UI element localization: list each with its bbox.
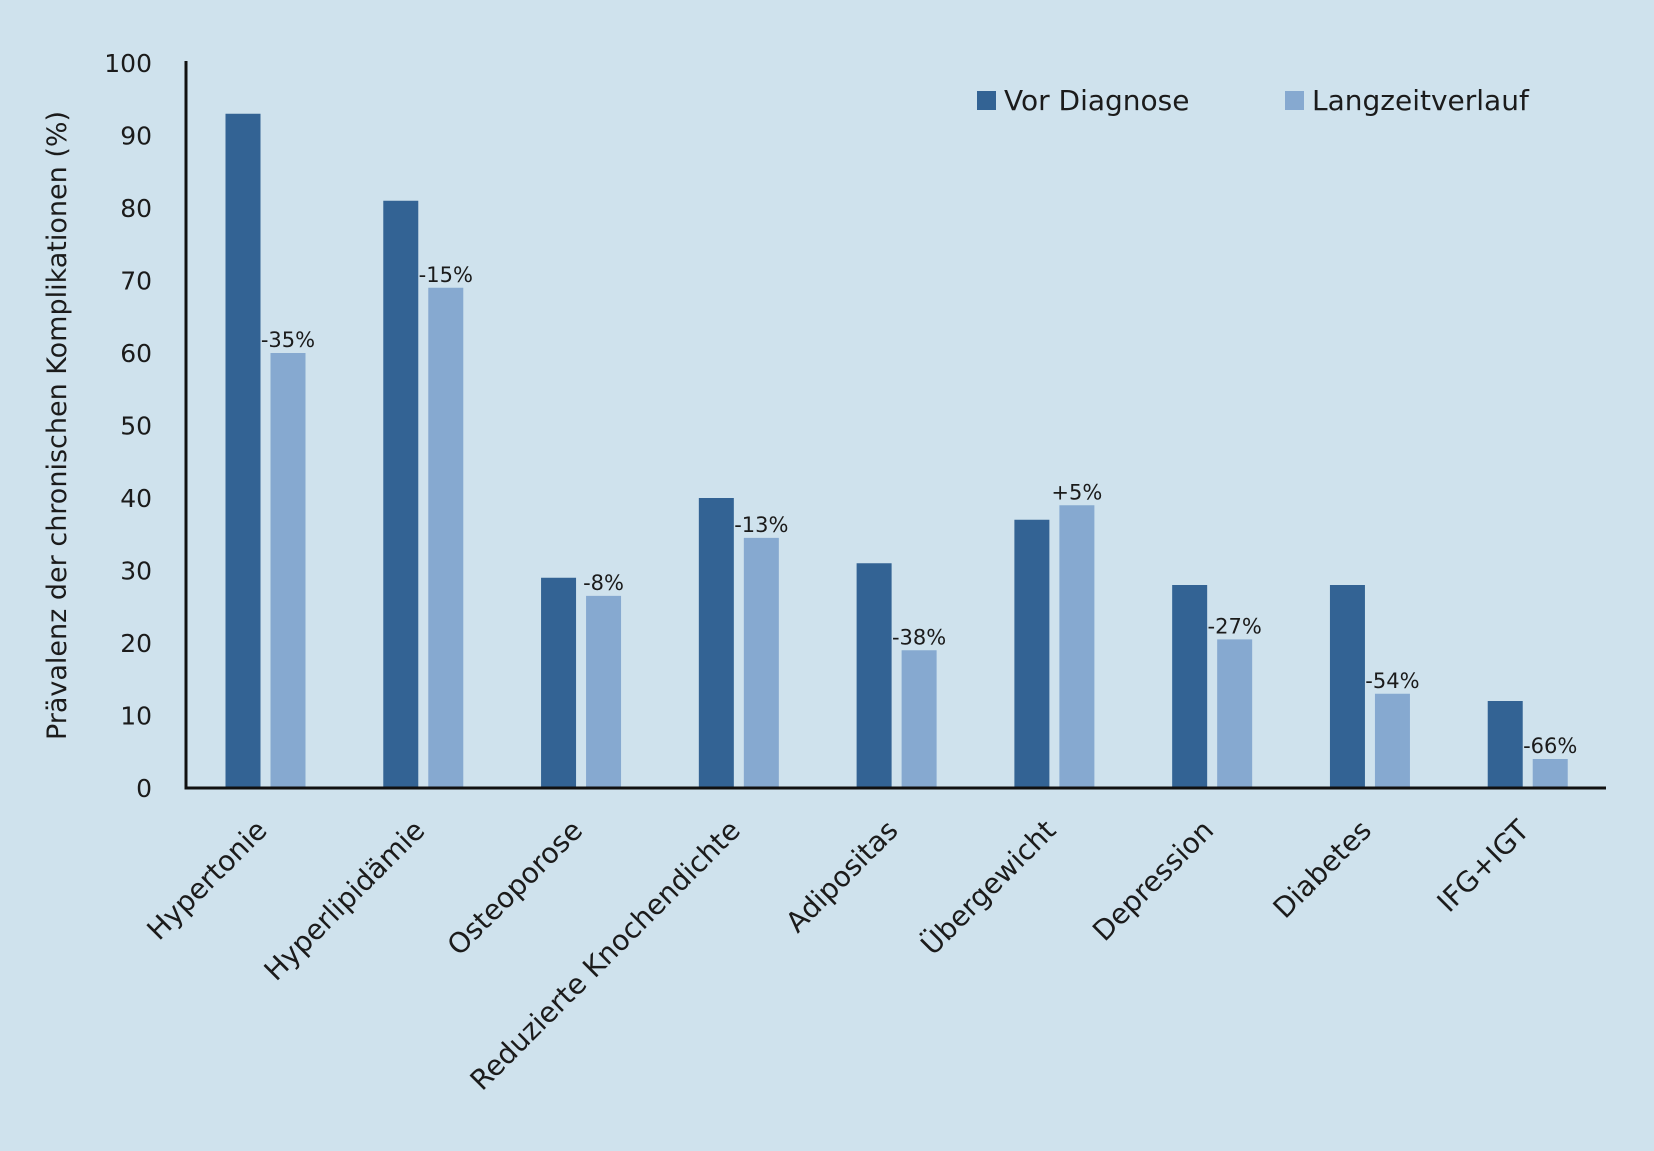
- bar-langzeitverlauf: [1374, 693, 1410, 788]
- bar-langzeitverlauf: [586, 595, 622, 788]
- bar-vor-diagnose: [1014, 519, 1050, 788]
- x-tick-label: Adipositas: [779, 814, 904, 939]
- y-tick-label: 20: [120, 629, 152, 658]
- y-tick-label: 80: [120, 194, 152, 223]
- bar-langzeitverlauf: [428, 287, 464, 788]
- x-tick-label: Hyperlipidämie: [258, 814, 432, 988]
- bar-langzeitverlauf: [270, 353, 306, 788]
- data-label: -13%: [734, 513, 788, 537]
- bar-langzeitverlauf: [1217, 639, 1253, 788]
- bar-vor-diagnose: [1329, 585, 1365, 788]
- legend-label: Langzeitverlauf: [1312, 84, 1530, 117]
- x-tick-label: IFG+IGT: [1431, 813, 1537, 919]
- x-tick-label: Osteoporose: [441, 814, 589, 962]
- x-tick-label: Diabetes: [1267, 814, 1378, 925]
- x-tick-label: Depression: [1086, 814, 1220, 948]
- legend: Vor Diagnose Langzeitverlauf: [977, 84, 1530, 117]
- bar-vor-diagnose: [541, 577, 577, 788]
- y-tick-label: 10: [120, 702, 152, 731]
- bar-vor-diagnose: [225, 113, 261, 788]
- bar-vor-diagnose: [1172, 585, 1208, 788]
- data-label: -54%: [1365, 669, 1419, 693]
- y-tick-label: 100: [104, 49, 152, 78]
- bar-langzeitverlauf: [743, 537, 779, 788]
- y-axis-label: Prävalenz der chronischen Komplikationen…: [42, 111, 73, 740]
- y-tick-label: 0: [136, 774, 152, 803]
- data-label: -66%: [1523, 734, 1577, 758]
- bar-vor-diagnose: [856, 563, 892, 788]
- legend-swatch: [977, 91, 996, 110]
- data-label: -15%: [419, 263, 473, 287]
- bar-vor-diagnose: [1487, 701, 1523, 788]
- y-tick-label: 50: [120, 412, 152, 441]
- bar-langzeitverlauf: [1532, 759, 1568, 788]
- x-tick-label: Reduzierte Knochendichte: [464, 814, 747, 1097]
- data-label: -35%: [261, 328, 315, 352]
- bar-langzeitverlauf: [1059, 505, 1095, 788]
- y-tick-label: 90: [120, 122, 152, 151]
- data-label: -38%: [892, 625, 946, 649]
- data-label: +5%: [1051, 480, 1102, 504]
- legend-label: Vor Diagnose: [1004, 84, 1190, 117]
- x-tick-label: Hypertonie: [141, 814, 274, 947]
- data-label: -27%: [1208, 614, 1262, 638]
- bar-vor-diagnose: [698, 498, 734, 788]
- y-tick-label: 60: [120, 339, 152, 368]
- y-tick-label: 30: [120, 557, 152, 586]
- y-tick-label: 40: [120, 484, 152, 513]
- data-label: -8%: [583, 571, 624, 595]
- y-tick-label: 70: [120, 267, 152, 296]
- legend-swatch: [1285, 91, 1304, 110]
- bar-langzeitverlauf: [901, 650, 937, 788]
- x-tick-label: Übergewicht: [914, 813, 1063, 962]
- bar-vor-diagnose: [383, 200, 419, 788]
